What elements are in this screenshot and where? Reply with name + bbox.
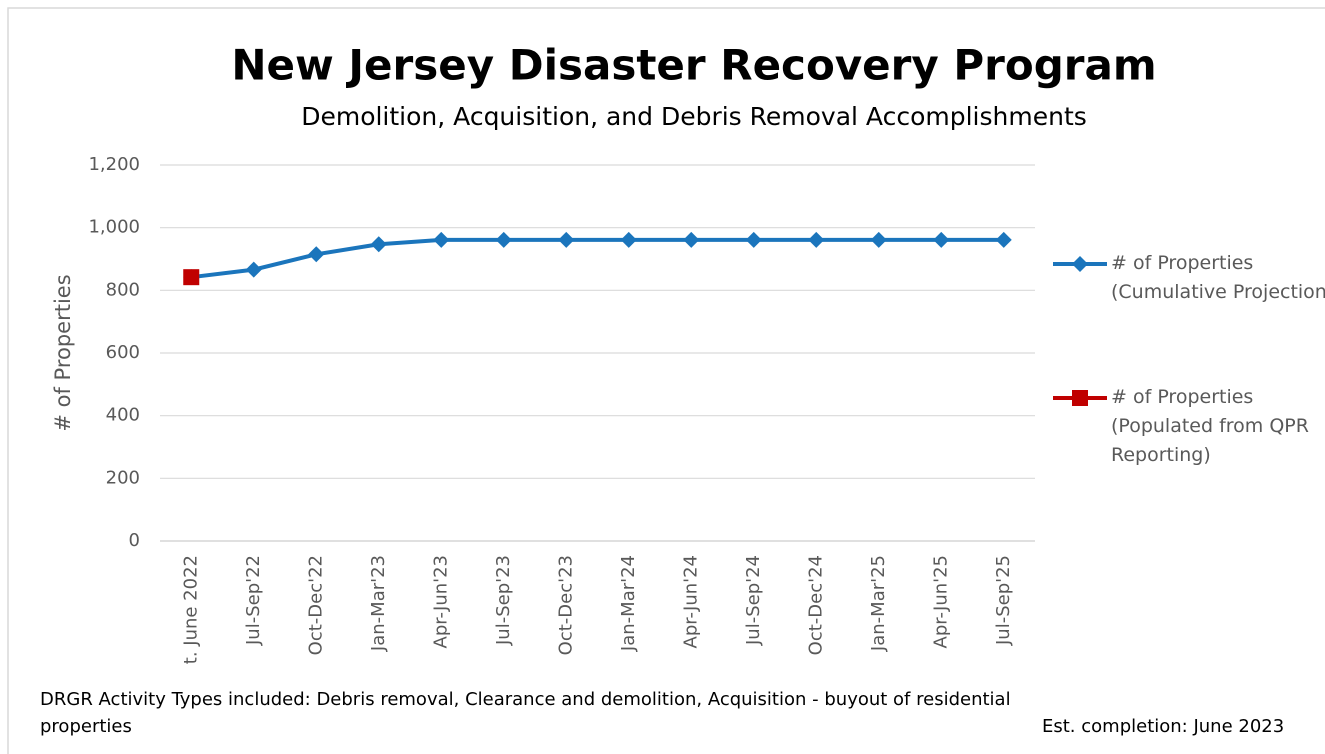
x-tick-label: t. June 2022 <box>180 555 201 664</box>
x-tick-label: Jul-Sep'24 <box>743 555 764 646</box>
y-tick-label: 400 <box>106 405 140 426</box>
data-point <box>745 231 762 248</box>
x-tick-label: Jul-Sep'22 <box>243 555 264 646</box>
data-point <box>870 231 887 248</box>
data-point <box>245 261 262 278</box>
data-point <box>183 269 200 286</box>
legend-label: # of Properties (Cumulative Projection) <box>1111 252 1325 303</box>
footnote: DRGR Activity Types included: Debris rem… <box>40 689 1011 737</box>
chart-subtitle: Demolition, Acquisition, and Debris Remo… <box>301 102 1087 131</box>
x-tick-label: Oct-Dec'23 <box>555 555 576 655</box>
y-tick-label: 1,200 <box>88 154 140 175</box>
y-tick-label: 1,000 <box>88 217 140 238</box>
chart-title: New Jersey Disaster Recovery Program <box>231 41 1156 90</box>
x-tick-label: Apr-Jun'23 <box>430 555 451 648</box>
x-tick-label: Jan-Mar'24 <box>618 555 639 652</box>
x-tick-label: Oct-Dec'22 <box>305 555 326 655</box>
legend-label: # of Properties (Populated from QPR Repo… <box>1111 386 1309 466</box>
x-tick-label: Jul-Sep'25 <box>993 555 1014 646</box>
x-tick-label: Apr-Jun'24 <box>680 555 701 648</box>
x-tick-label: Jan-Mar'23 <box>368 555 389 652</box>
data-point <box>308 246 325 263</box>
data-point <box>433 231 450 248</box>
note: Est. completion: June 2023 <box>1042 716 1285 737</box>
data-point <box>995 231 1012 248</box>
series-line <box>191 237 1004 280</box>
y-tick-label: 0 <box>129 530 140 551</box>
x-tick-label: Jul-Sep'23 <box>493 555 514 646</box>
data-point <box>620 231 637 248</box>
y-tick-label: 600 <box>106 342 140 363</box>
x-tick-label: Oct-Dec'24 <box>805 555 826 655</box>
data-point <box>808 231 825 248</box>
x-tick-label: Apr-Jun'25 <box>930 555 951 648</box>
legend-marker <box>1072 390 1088 406</box>
chart-border <box>7 7 1325 754</box>
data-point <box>933 231 950 248</box>
legend-marker <box>1072 256 1088 272</box>
data-point <box>683 231 700 248</box>
y-tick-label: 200 <box>106 467 140 488</box>
data-point <box>495 231 512 248</box>
data-point <box>558 231 575 248</box>
y-axis-label: # of Properties <box>51 274 75 431</box>
x-tick-label: Jan-Mar'25 <box>868 555 889 652</box>
data-point <box>370 236 387 253</box>
y-tick-label: 800 <box>106 279 140 300</box>
